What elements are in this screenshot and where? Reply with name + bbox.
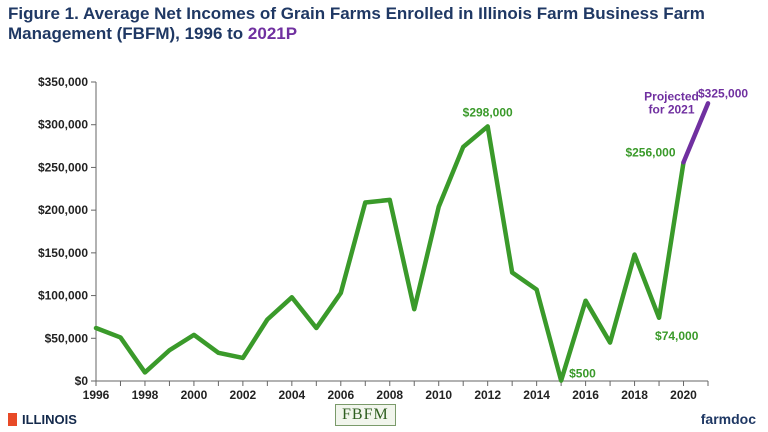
data-label: $74,000 [655,329,699,343]
chart-title: Figure 1. Average Net Incomes of Grain F… [8,4,748,44]
annotations-layer: $298,000 $256,000 $74,000 $500 $325,000Proje… [463,86,749,380]
illinois-logo: ILLINOIS [8,412,77,427]
y-axis: $0 $50,000 $100,000 $150,000 $200,000 $250,00… [38,75,97,388]
projection-line [681,101,711,165]
data-label: $325,000 [698,86,748,100]
y-tick-label: $50,000 [45,331,89,345]
y-tick-label: $250,000 [38,160,88,174]
x-tick-label: 2000 [181,388,208,402]
net-income-line [93,124,686,383]
y-tick-label: $100,000 [38,289,88,303]
fbfm-logo: FBFM [335,404,396,426]
x-tick-label: 2004 [278,388,305,402]
chart-title-highlight: 2021P [247,24,298,43]
chart-title-line2-prefix: Management (FBFM), 1996 to [8,24,248,43]
x-tick-label: 1996 [83,388,110,402]
illinois-logo-text: ILLINOIS [22,412,77,427]
footer: ILLINOIS FBFM farmdoc [0,404,768,432]
y-tick-label: $200,000 [38,203,88,217]
data-label: Projected [644,90,699,104]
x-tick-label: 2016 [572,388,599,402]
x-axis: 1996 1998 2000 2002 2004 2006 2008 2010 2012 2014… [83,380,709,402]
data-label: $256,000 [625,145,675,159]
x-tick-label: 1998 [132,388,159,402]
farmdoc-logo: farmdoc [700,411,756,427]
y-tick-label: $150,000 [38,246,88,260]
y-tick-label: $350,000 [38,75,88,89]
x-tick-label: 2008 [376,388,403,402]
x-tick-label: 2014 [523,388,550,402]
x-tick-label: 2018 [621,388,648,402]
x-tick-label: 2020 [670,388,697,402]
line-chart: $0 $50,000 $100,000 $150,000 $200,000 $250,00… [38,75,749,402]
chart-title-line1: Figure 1. Average Net Incomes of Grain F… [8,4,705,23]
data-label: for 2021 [649,103,695,117]
x-tick-label: 2006 [327,388,354,402]
data-label: $500 [569,367,596,381]
y-tick-label: $0 [75,374,89,388]
x-tick-label: 2012 [474,388,501,402]
data-label: $298,000 [463,105,513,119]
chart-title-line2: Management (FBFM), 1996 to 2021P [8,24,748,44]
x-tick-label: 2010 [425,388,452,402]
x-tick-label: 2002 [230,388,257,402]
illinois-block-i-icon [8,413,17,426]
y-tick-label: $300,000 [38,118,88,132]
series-layer [93,101,711,383]
